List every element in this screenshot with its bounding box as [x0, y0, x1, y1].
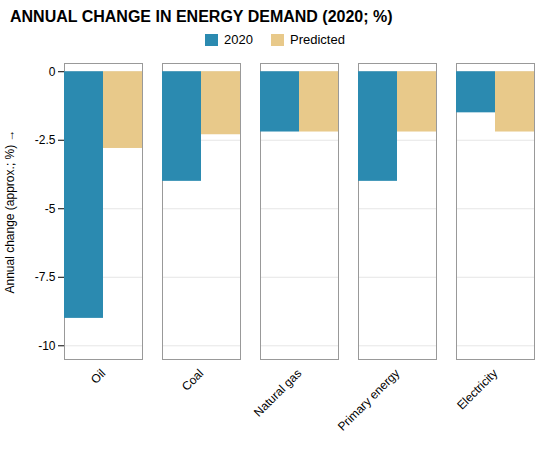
svg-text:-5: -5 [45, 202, 56, 216]
svg-text:Annual change (approx.; %) →: Annual change (approx.; %) → [3, 129, 17, 293]
svg-text:-2.5: -2.5 [35, 133, 56, 147]
html-text:Predicted: Predicted [290, 32, 345, 47]
html-text:ANNUAL CHANGE IN ENERGY DEMAND: ANNUAL CHANGE IN ENERGY DEMAND (2020; %) [10, 8, 393, 25]
svg-text:Primary energy: Primary energy [335, 366, 402, 433]
svg-text:Natural gas: Natural gas [251, 366, 304, 419]
svg-text:0: 0 [49, 65, 56, 79]
svg-text:Electricity: Electricity [454, 366, 500, 412]
html-text:2020: 2020 [224, 32, 253, 47]
svg-text:-7.5: -7.5 [35, 270, 56, 284]
svg-text:Coal: Coal [179, 366, 206, 393]
svg-text:Oil: Oil [88, 366, 108, 386]
svg-text:-10: -10 [38, 339, 56, 353]
